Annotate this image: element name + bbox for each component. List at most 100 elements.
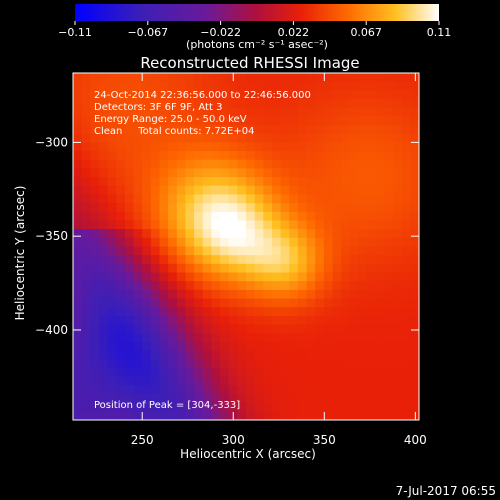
heatmap-cell [211,298,221,308]
heatmap-cell [254,289,264,300]
heatmap-cell [211,333,221,343]
heatmap-cell [349,125,360,135]
heatmap-cell [289,376,299,386]
heatmap-cell [263,411,273,420]
heatmap-cell [220,333,230,343]
heatmap-cell [254,99,264,109]
heatmap-cell [185,90,195,100]
heatmap-cell [202,142,212,152]
heatmap-cell [116,107,126,117]
heatmap-cell [90,107,100,117]
heatmap-cell [289,359,299,369]
heatmap-cell [254,324,264,334]
heatmap-cell [289,168,299,178]
heatmap-cell [401,73,411,83]
heatmap-cell [124,116,135,126]
heatmap-cell [150,159,161,170]
heatmap-cell [202,376,212,386]
heatmap-cell [124,385,135,395]
heatmap-cell [73,229,83,239]
heatmap-cell [393,411,403,420]
heatmap-cell [332,385,342,395]
heatmap-cell [332,393,342,404]
heatmap-cell [133,159,143,170]
heatmap-cell [73,255,83,265]
heatmap-cell [202,185,212,196]
heatmap-cell [116,341,126,352]
heatmap-cell [297,237,308,248]
heatmap-cell [246,411,256,420]
heatmap-cell [297,367,308,378]
heatmap-cell [254,272,264,282]
heatmap-cell [124,315,135,326]
heatmap-cell [81,81,91,91]
heatmap-cell [90,402,100,412]
heatmap-cell [393,185,403,196]
colorbar [75,4,439,21]
heatmap-cell [107,272,117,282]
heatmap-cell [263,125,273,135]
heatmap-cell [297,177,308,187]
annotation-peak-position: Position of Peak = [304,-333] [94,400,240,411]
heatmap-cell [384,307,394,317]
heatmap-cell [107,142,117,152]
heatmap-cell [228,142,238,152]
heatmap-cell [142,125,152,135]
heatmap-cell [168,81,178,91]
heatmap-cell [98,194,109,204]
heatmap-cell [73,315,83,326]
heatmap-cell [194,151,204,161]
heatmap-cell [289,73,299,83]
heatmap-cell [254,229,264,239]
heatmap-cell [341,272,351,282]
heatmap-cell [401,289,411,300]
heatmap-cell [246,359,256,369]
heatmap-cell [306,289,316,300]
heatmap-cell [176,376,187,386]
heatmap-cell [228,81,238,91]
heatmap-cell [401,229,411,239]
heatmap-cell [384,133,394,144]
heatmap-cell [116,237,126,248]
heatmap-cell [176,107,187,117]
heatmap-cell [332,272,342,282]
heatmap-cell [150,324,161,334]
heatmap-cell [168,376,178,386]
heatmap-cell [124,90,135,100]
heatmap-cell [323,385,334,395]
heatmap-cell [211,315,221,326]
heatmap-cell [375,229,385,239]
heatmap-cell [133,402,143,412]
heatmap-cell [228,99,238,109]
heatmap-cell [220,194,230,204]
heatmap-cell [341,298,351,308]
heatmap-cell [323,229,334,239]
heatmap-cell [384,177,394,187]
heatmap-cell [323,116,334,126]
heatmap-cell [220,359,230,369]
heatmap-cell [254,185,264,196]
heatmap-cell [107,350,117,360]
heatmap-cell [81,90,91,100]
heatmap-cell [375,315,385,326]
heatmap-cell [341,263,351,274]
heatmap-cell [254,194,264,204]
heatmap-cell [107,263,117,274]
heatmap-cell [349,90,360,100]
heatmap-cell [341,116,351,126]
heatmap-cell [332,237,342,248]
heatmap-cell [237,350,247,360]
heatmap-cell [315,107,325,117]
heatmap-cell [194,107,204,117]
heatmap-cell [90,90,100,100]
heatmap-cell [289,289,299,300]
heatmap-cell [401,307,411,317]
heatmap-cell [393,350,403,360]
heatmap-cell [297,289,308,300]
heatmap-cell [98,81,109,91]
heatmap-cell [271,359,282,369]
heatmap-cell [142,393,152,404]
heatmap-cell [228,298,238,308]
heatmap-cell [98,359,109,369]
heatmap-cell [306,315,316,326]
